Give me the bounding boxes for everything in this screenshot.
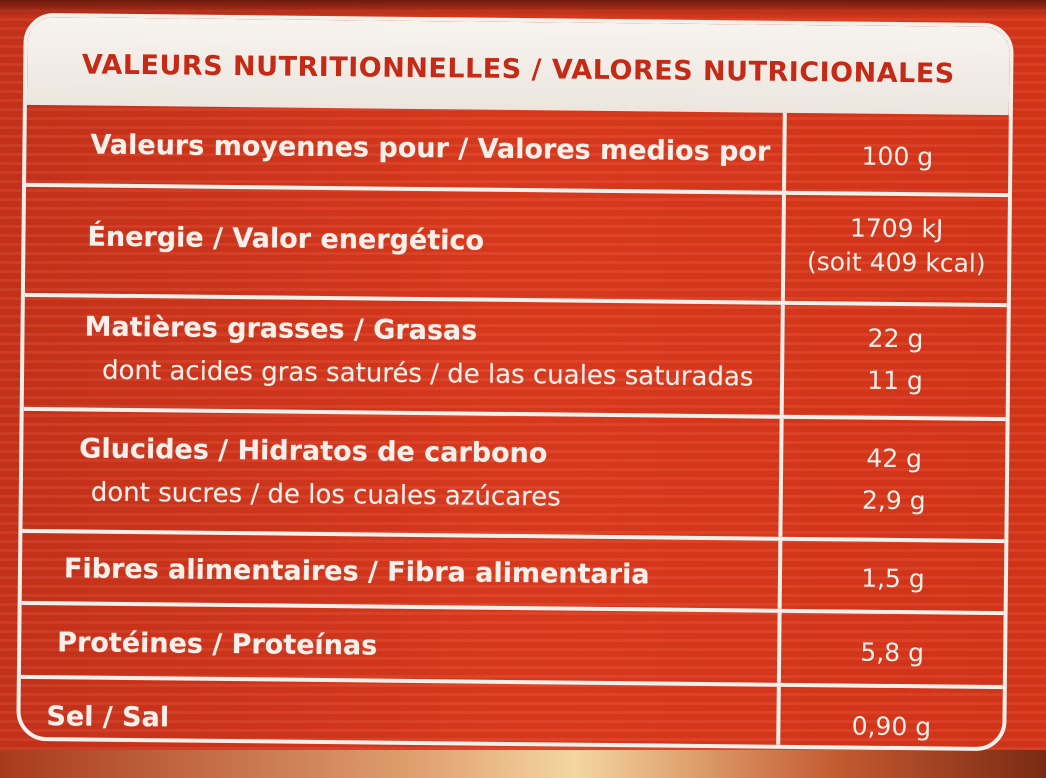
fat-value: 22 g bbox=[867, 323, 924, 354]
value-cell: 42 g 2,9 g bbox=[782, 419, 1005, 539]
fibre-label: Fibres alimentaires / Fibra alimentaria bbox=[63, 553, 650, 591]
energy-kj-value: 1709 kJ bbox=[849, 213, 944, 244]
sugars-value: 2,9 g bbox=[861, 485, 926, 516]
bottom-product-image-strip bbox=[0, 750, 1046, 778]
row-reference-quantity: Valeurs moyennes pour / Valores medios p… bbox=[26, 104, 1009, 198]
protein-label: Protéines / Proteínas bbox=[57, 627, 378, 662]
energy-label: Énergie / Valor energético bbox=[87, 221, 485, 257]
saturated-fat-value: 11 g bbox=[867, 365, 923, 396]
label-cell: Glucides / Hidratos de carbono dont sucr… bbox=[22, 410, 784, 537]
row-fat: Matières grasses / Grasas dont acides gr… bbox=[23, 296, 1007, 422]
carbohydrates-label: Glucides / Hidratos de carbono bbox=[79, 433, 548, 470]
nutrition-table: VALEURS NUTRITIONNELLES / VALORES NUTRIC… bbox=[16, 12, 1014, 752]
reference-label: Valeurs moyennes pour / Valores medios p… bbox=[90, 129, 771, 168]
nutrition-rows: Valeurs moyennes pour / Valores medios p… bbox=[20, 104, 1009, 747]
reference-value: 100 g bbox=[861, 141, 934, 172]
label-cell: Sel / Sal bbox=[20, 678, 781, 745]
row-fibre: Fibres alimentaires / Fibra alimentaria … bbox=[21, 532, 1005, 616]
row-salt: Sel / Sal 0,90 g bbox=[20, 678, 1003, 747]
top-shadow bbox=[0, 0, 1046, 16]
fat-label: Matières grasses / Grasas bbox=[84, 311, 478, 347]
value-cell: 1709 kJ (soit 409 kcal) bbox=[785, 195, 1008, 303]
row-carbohydrates: Glucides / Hidratos de carbono dont sucr… bbox=[22, 410, 1006, 544]
label-cell: Protéines / Proteínas bbox=[20, 604, 782, 683]
salt-value: 0,90 g bbox=[851, 711, 932, 742]
nutrition-title: VALEURS NUTRITIONNELLES / VALORES NUTRIC… bbox=[81, 48, 955, 90]
saturated-fat-label: dont acides gras saturés / de las cuales… bbox=[101, 355, 754, 393]
value-cell: 22 g 11 g bbox=[784, 305, 1007, 417]
sugars-label: dont sucres / de los cuales azúcares bbox=[90, 477, 561, 513]
energy-kcal-value: (soit 409 kcal) bbox=[806, 247, 986, 278]
value-cell: 1,5 g bbox=[782, 541, 1005, 611]
protein-value: 5,8 g bbox=[860, 637, 925, 668]
label-cell: Valeurs moyennes pour / Valores medios p… bbox=[26, 104, 787, 191]
carbohydrates-value: 42 g bbox=[866, 443, 923, 474]
label-cell: Énergie / Valor energético bbox=[24, 186, 786, 301]
fibre-value: 1,5 g bbox=[861, 563, 925, 594]
nutrition-title-bar: VALEURS NUTRITIONNELLES / VALORES NUTRIC… bbox=[26, 16, 1010, 116]
value-cell: 5,8 g bbox=[781, 613, 1004, 685]
salt-label: Sel / Sal bbox=[46, 701, 170, 734]
label-cell: Fibres alimentaires / Fibra alimentaria bbox=[21, 532, 783, 609]
row-protein: Protéines / Proteínas 5,8 g bbox=[20, 604, 1004, 690]
value-cell: 100 g bbox=[786, 113, 1009, 193]
value-cell: 0,90 g bbox=[780, 687, 1003, 747]
label-cell: Matières grasses / Grasas dont acides gr… bbox=[23, 296, 785, 415]
row-energy: Énergie / Valor energético 1709 kJ (soit… bbox=[24, 186, 1008, 308]
